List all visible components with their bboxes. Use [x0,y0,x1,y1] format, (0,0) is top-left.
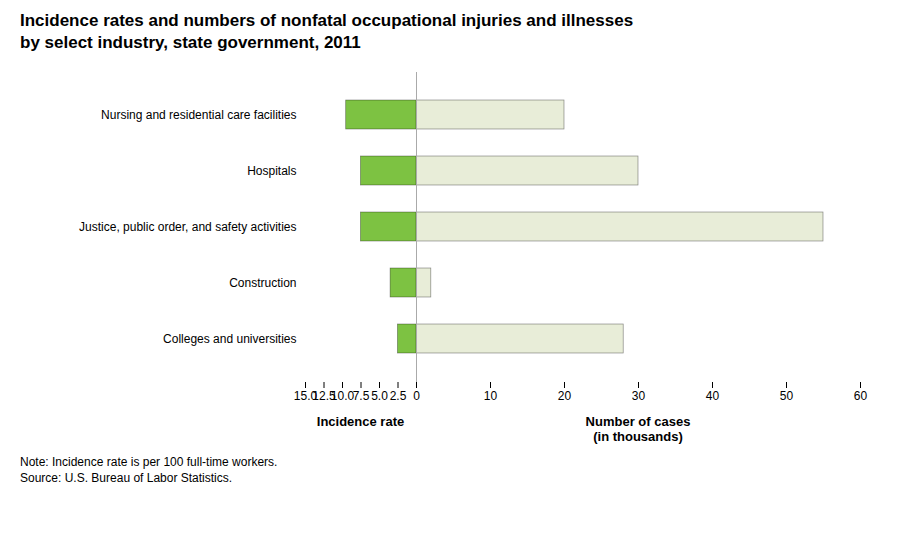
svg-text:7.5: 7.5 [353,389,370,403]
svg-text:60: 60 [854,389,868,403]
svg-text:0: 0 [413,389,420,403]
svg-text:Construction: Construction [229,276,296,290]
svg-text:15.0: 15.0 [293,389,318,403]
html-text:Incidence rates and numbers of: Incidence rates and numbers of nonfatal … [20,11,634,30]
svg-text:20: 20 [558,389,572,403]
svg-text:10.0: 10.0 [331,389,355,403]
svg-text:40: 40 [706,389,720,403]
svg-text:5.0: 5.0 [371,389,388,403]
html-text:Number of cases (in thousands): Number of cases (in thousands) [585,414,691,444]
html-text:Source: U.S. Bureau of Labor S: Source: U.S. Bureau of Labor Statistics. [20,471,233,485]
svg-text:Nursing and residential care f: Nursing and residential care facilities [101,108,296,122]
svg-text:Justice, public order, and saf: Justice, public order, and safety activi… [79,220,296,234]
svg-text:10: 10 [484,389,498,403]
svg-text:50: 50 [780,389,794,403]
svg-text:Colleges and universities: Colleges and universities [163,332,296,346]
svg-text:12.5: 12.5 [312,389,336,403]
svg-text:30: 30 [632,389,646,403]
html-text:by select industry, state gove: by select industry, state government, 20… [20,33,361,52]
html-text:Note: Incidence rate is per 10: Note: Incidence rate is per 100 full-tim… [20,455,278,469]
svg-text:2.5: 2.5 [390,389,407,403]
svg-text:Hospitals: Hospitals [247,164,296,178]
html-text:Incidence rate: Incidence rate [316,414,405,429]
